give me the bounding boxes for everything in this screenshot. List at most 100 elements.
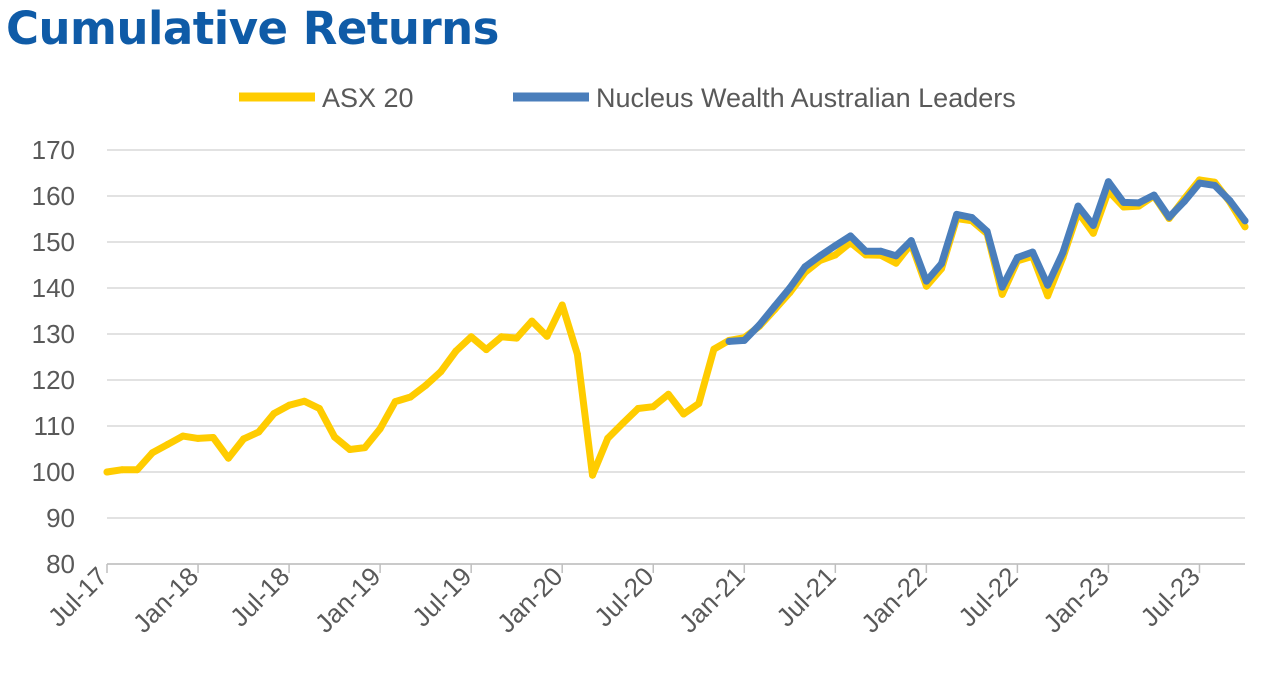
data-point [118,466,126,474]
y-tick-label: 160 [32,181,75,211]
x-tick-label: Jul-18 [224,561,295,632]
data-point [695,400,703,407]
series-points [725,178,1249,345]
data-point [1013,254,1021,262]
data-point [1029,248,1037,256]
data-point [240,435,248,443]
data-point [1226,197,1234,205]
x-tick-label: Jan-19 [309,561,386,638]
data-point [983,227,991,235]
data-point [831,251,839,259]
data-point [634,405,642,412]
y-tick-label: 170 [32,135,75,165]
data-point [361,444,369,452]
data-point [740,336,748,344]
data-point [407,393,414,401]
x-tick-label: Jul-22 [952,561,1023,632]
data-point [1135,199,1143,207]
data-point [164,440,172,448]
data-point [816,252,824,260]
data-point [907,237,915,245]
data-point [482,346,490,354]
data-point [892,252,900,260]
data-point [452,347,460,355]
data-point [224,454,232,462]
data-point [331,433,339,441]
data-point [467,333,475,341]
data-point [1165,213,1173,221]
data-point [149,449,156,457]
data-point [649,403,657,411]
data-point [315,405,323,412]
x-tick-label: Jan-21 [673,561,750,638]
y-tick-label: 150 [32,227,75,257]
y-tick-label: 120 [32,365,75,395]
data-point [133,466,141,474]
data-point [300,397,308,405]
x-tick-label: Jan-20 [491,561,568,638]
data-point [1150,191,1158,199]
y-tick-label: 90 [46,503,75,533]
data-point [664,390,672,398]
data-point [528,317,536,325]
data-point [953,210,961,218]
x-tick-label: Jul-19 [406,561,477,632]
y-tick-label: 110 [34,411,75,441]
series-lines [103,176,1249,479]
data-point [1044,281,1052,289]
data-point [589,471,596,479]
y-tick-label: 140 [32,273,75,303]
data-point [922,277,930,285]
data-point [801,263,809,271]
data-point [422,382,430,389]
x-axis: Jul-17 Jan-18 Jul-18 Jan-19 Jul-19 Jan-20 Jul-… [42,561,1245,638]
data-point [786,284,794,292]
x-tick-label: Jul-20 [588,561,659,632]
data-point [771,302,779,310]
y-tick-label: 100 [32,457,75,487]
x-tick-label: Jul-21 [770,561,841,632]
data-point [680,410,688,418]
data-point [998,290,1006,298]
legend: ASX 20 Nucleus Wealth Australian Leaders [239,83,1016,113]
data-point [513,334,521,342]
data-point [209,434,217,441]
data-point [619,419,627,427]
data-point [1044,292,1052,300]
data-point [1059,249,1067,257]
y-tick-label: 80 [46,549,75,579]
data-point [255,428,263,436]
data-point [1241,223,1249,231]
data-point [968,214,976,222]
data-point [194,434,202,442]
data-point [831,242,839,250]
data-point [376,425,384,433]
data-point [1074,202,1082,210]
data-point [1120,198,1128,206]
data-point [604,434,612,442]
data-point [179,432,187,440]
data-point [498,333,505,341]
data-point [391,398,399,406]
data-point [710,345,718,353]
chart-title: Cumulative Returns [6,2,499,55]
data-point [1196,179,1203,187]
data-point [998,283,1006,291]
data-point [847,232,854,240]
legend-label: ASX 20 [322,83,414,113]
series-line-nucleus-wealth [725,178,1249,345]
data-point [1089,229,1097,237]
data-point [725,337,733,345]
data-point [558,301,566,309]
data-point [270,410,278,418]
data-point [862,247,870,255]
data-point [1241,217,1249,225]
data-point [756,321,763,329]
data-point [543,332,551,340]
x-tick-label: Jan-18 [127,561,204,638]
data-point [285,401,293,409]
data-point [1089,221,1097,229]
data-point [922,282,930,290]
x-tick-label: Jan-23 [1037,561,1114,638]
